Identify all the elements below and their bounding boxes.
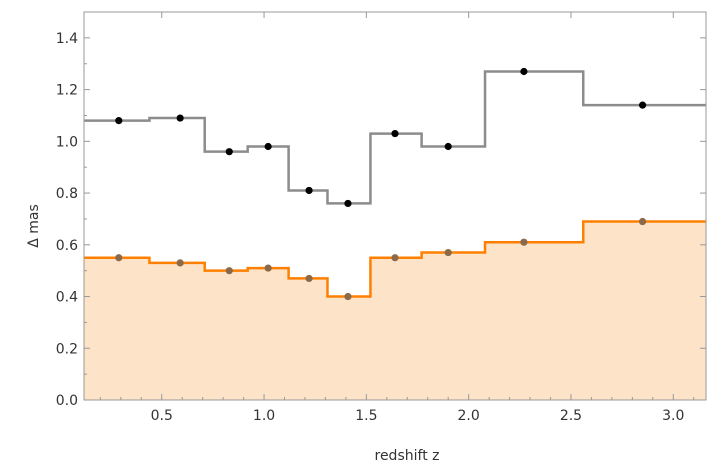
series-1-point (638, 217, 647, 226)
x-tick-label: 1.0 (253, 408, 275, 424)
series-0-point (225, 148, 233, 156)
series-1-point (305, 274, 313, 283)
series-0-point (344, 199, 352, 208)
plot-frame (83, 11, 707, 401)
y-tick-label: 0.2 (56, 341, 78, 357)
series-1-point (444, 248, 452, 257)
x-axis-label: redshift z (375, 448, 440, 464)
y-tick-label: 1.0 (56, 134, 78, 150)
fill-layer (84, 221, 706, 400)
y-tick-label: 0.0 (56, 393, 78, 409)
series-0-point (264, 142, 272, 151)
y-tick-label: 0.8 (56, 186, 78, 202)
series-lines (84, 70, 706, 298)
series-1-point (264, 264, 272, 272)
series-0-point (176, 114, 184, 122)
series-markers (115, 67, 647, 301)
y-tick-label: 1.2 (56, 83, 78, 99)
x-axis-ticks: 0.5 1.0 1.5 2.0 2.5 3.0 (99, 12, 695, 424)
series-1-line (84, 220, 706, 298)
series-0-point (305, 186, 313, 195)
series-0-point (520, 67, 528, 76)
x-tick-label: 1.5 (355, 408, 377, 424)
series-1-point (176, 259, 184, 267)
series-0-point (391, 129, 399, 138)
y-tick-label: 0.6 (56, 238, 78, 254)
y-axis-label: Δ mas (26, 204, 42, 248)
x-tick-label: 0.5 (151, 408, 173, 424)
y-tick-label: 0.4 (56, 290, 78, 306)
series-0-line (84, 70, 706, 205)
x-tick-label: 2.0 (458, 408, 480, 424)
series-1-point (225, 267, 233, 275)
x-tick-label: 3.0 (662, 408, 684, 424)
series-0-point (444, 142, 452, 151)
y-tick-label: 1.4 (56, 31, 78, 47)
y-axis-ticks: 0.0 0.2 0.4 0.6 0.8 1.0 1.2 1.4 (56, 31, 706, 409)
series-1-point (391, 254, 399, 262)
series-1-point (115, 254, 123, 262)
series-1-point (520, 238, 528, 246)
series-1-fill (84, 221, 706, 400)
series-1-point (344, 292, 352, 301)
x-tick-label: 2.5 (560, 408, 582, 424)
series-0-point (115, 117, 123, 125)
series-0-point (638, 101, 647, 109)
